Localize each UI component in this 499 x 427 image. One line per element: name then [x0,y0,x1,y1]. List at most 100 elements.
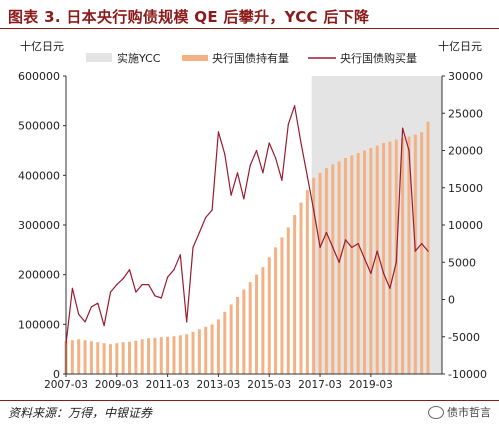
purchases-point [370,272,372,275]
chart: 实施YCC 央行国债持有量 央行国债购买量 01000002000003000004… [18,39,487,391]
holdings-bar [223,311,227,374]
purchases-point [421,243,423,245]
holdings-bar [128,341,132,374]
holdings-bar [102,343,106,374]
holdings-bar [363,150,367,374]
purchases-point [90,306,93,308]
holdings-bar [261,267,265,374]
y-left-tick-label: 500000 [18,120,60,133]
purchases-point [344,239,347,241]
legend-swatch-ycc [86,53,112,62]
purchases-point [179,254,181,256]
holdings-bar [172,336,176,374]
y-left-tick-label: 600000 [18,70,60,83]
purchases-point [217,131,220,133]
purchases-point [135,291,137,293]
purchases-point [230,194,232,196]
y-left-tick-label: 200000 [18,269,60,282]
purchases-point [71,287,73,289]
page-title: 图表 3. 日本央行购债规模 QE 后攀升，YCC 后下降 [8,8,370,26]
holdings-bar [134,340,138,374]
x-tick-label: 2007-03 [44,379,88,391]
holdings-bar [274,247,278,374]
holdings-bar [159,337,163,374]
x-tick-label: 2015-03 [247,379,291,391]
watermark: 债市哲言 [428,404,491,420]
holdings-bar [77,339,81,374]
purchases-point [274,157,277,159]
holdings-bar [204,326,208,374]
holdings-bar [235,297,239,374]
source-note: 资料来源：万得，中银证券 [8,406,153,420]
holdings-bar [280,237,284,374]
holdings-bar [96,342,100,374]
purchases-point [65,343,67,345]
y-right-tick-label: -10000 [448,368,487,381]
holdings-bar [185,334,189,374]
holdings-bar [293,215,297,374]
holdings-bar [286,227,290,374]
purchases-point [141,284,143,286]
holdings-bar [267,257,271,374]
chart-axes [63,75,445,377]
purchases-point [408,149,410,152]
purchases-point [160,297,162,299]
purchases-point [427,250,429,252]
purchases-point [325,231,328,234]
holdings-bar [299,202,303,374]
holdings-bar [197,329,201,374]
purchases-point [78,313,80,315]
purchases-point [97,302,99,304]
holdings-bar [83,340,87,374]
holdings-bar [210,324,214,374]
y-right-tick-label: 5000 [448,256,476,269]
legend-swatch-holdings [182,55,208,61]
y-right-tick-label: -5000 [448,331,480,344]
holdings-bar [147,338,151,374]
chart-labels: 0100000200000300000400000500000600000-10… [18,39,487,391]
legend-label-purchases: 央行国债购买量 [340,51,417,65]
y-right-tick-label: 0 [448,294,455,307]
holdings-bars [64,121,430,375]
purchases-point [205,216,207,219]
purchases-point [224,153,226,155]
purchases-point [249,164,251,166]
purchases-point [281,179,283,181]
y-left-unit: 十亿日元 [20,39,64,53]
x-tick-label: 2019-03 [349,379,393,391]
wechat-icon [428,405,444,419]
holdings-bar [426,121,430,375]
holdings-bar [70,340,74,374]
purchases-point [382,272,385,275]
holdings-bar [388,141,392,374]
purchases-point [255,149,258,152]
purchases-point [376,250,378,252]
holdings-bar [369,148,373,374]
purchases-point [167,276,169,278]
purchases-point [116,284,118,286]
purchases-point [198,231,200,234]
holdings-bar [121,342,125,374]
purchases-point [313,209,315,211]
y-right-tick-label: 10000 [448,219,483,232]
holdings-bar [312,177,316,374]
purchases-series-line [65,105,429,345]
purchases-point [262,172,264,174]
purchases-point [306,175,308,178]
holdings-bar [324,167,328,374]
purchases-point [357,243,359,245]
watermark-text: 债市哲言 [447,406,491,419]
holdings-bar [115,343,119,374]
holdings-bar [248,282,252,374]
purchases-point [389,287,391,289]
holdings-bar [407,136,411,374]
holdings-bar [255,274,259,374]
holdings-bar [305,190,309,374]
holdings-bar [140,339,144,374]
legend-label-holdings: 央行国债持有量 [212,51,289,65]
holdings-bar [337,161,341,374]
purchases-point [173,269,175,271]
y-right-tick-label: 15000 [448,182,483,195]
x-tick-label: 2017-03 [298,379,342,391]
purchases-point [128,269,131,271]
